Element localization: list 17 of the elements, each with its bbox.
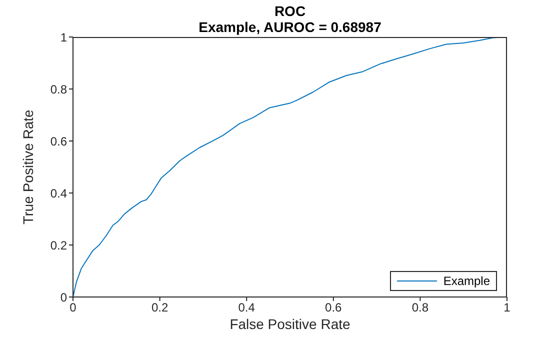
- x-tick-label: 0.6: [325, 300, 342, 315]
- chart-title: ROC: [273, 3, 307, 19]
- y-tick-label: 0.8: [50, 82, 68, 96]
- y-tick-label: 0.6: [50, 134, 68, 148]
- y-tick-label: 0.4: [50, 186, 68, 200]
- chart-subtitle: Example, AUROC = 0.68987: [198, 19, 382, 35]
- x-tick-label: 0.4: [238, 300, 256, 315]
- y-tick-label: 0: [60, 290, 68, 304]
- x-tick-label: 0: [70, 300, 77, 315]
- y-tick-label: 1: [60, 30, 68, 44]
- y-tick-label: 0.2: [50, 238, 68, 252]
- x-tick-label: 1: [504, 300, 511, 315]
- x-axis-title: False Positive Rate: [230, 316, 351, 332]
- legend-label: Example: [443, 273, 490, 289]
- x-tick-label: 0.8: [412, 300, 429, 315]
- y-axis-title: True Positive Rate: [20, 109, 36, 224]
- x-tick-label: 0.2: [151, 300, 168, 315]
